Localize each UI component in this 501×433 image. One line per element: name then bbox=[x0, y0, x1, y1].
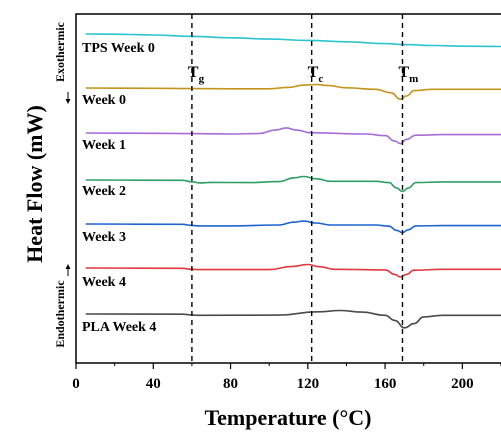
exothermic-arrow-icon bbox=[65, 92, 71, 104]
reference-label-g: Tg bbox=[188, 64, 205, 85]
series-line-4 bbox=[85, 175, 501, 193]
series-label-3: Week 1 bbox=[82, 138, 126, 153]
reference-lines: Tg Tc Tm bbox=[188, 14, 418, 363]
series-line-2 bbox=[85, 83, 501, 101]
x-tick-label: 80 bbox=[223, 376, 238, 392]
reference-label-c: Tc bbox=[308, 64, 324, 85]
x-axis-label: Temperature (°C) bbox=[204, 405, 371, 430]
y-axis-label: Heat Flow (mW) bbox=[22, 105, 47, 263]
series-lines bbox=[85, 33, 501, 329]
series-label-5: Week 3 bbox=[82, 230, 126, 245]
exothermic-label: Exothermic bbox=[53, 21, 67, 82]
series-labels: TPS Week 0 Week 0 Week 1 Week 2 Week 3 Week 4… bbox=[82, 41, 156, 335]
x-tick-label: 120 bbox=[297, 376, 320, 392]
x-tick-label: 0 bbox=[72, 376, 80, 392]
x-tick-label: 200 bbox=[451, 376, 474, 392]
series-label-1: TPS Week 0 bbox=[82, 41, 155, 56]
plot-frame bbox=[75, 13, 501, 364]
series-line-7 bbox=[85, 309, 501, 329]
series-label-4: Week 2 bbox=[82, 184, 126, 199]
series-line-6 bbox=[85, 263, 501, 278]
endothermic-label: Endothermic bbox=[53, 280, 67, 348]
x-axis-ticks: 0 40 80 120 160 200 bbox=[72, 363, 501, 392]
x-tick-label: 160 bbox=[374, 376, 397, 392]
endothermic-arrow-icon bbox=[65, 264, 71, 276]
x-tick-label: 40 bbox=[146, 376, 161, 392]
series-line-3 bbox=[85, 127, 501, 145]
series-line-5 bbox=[85, 220, 501, 234]
series-label-6: Week 4 bbox=[82, 275, 126, 290]
plot-border bbox=[75, 13, 501, 364]
series-label-7: PLA Week 4 bbox=[82, 320, 156, 335]
series-label-2: Week 0 bbox=[82, 93, 126, 108]
reference-label-m: Tm bbox=[398, 64, 418, 85]
series-line-1 bbox=[85, 33, 501, 48]
